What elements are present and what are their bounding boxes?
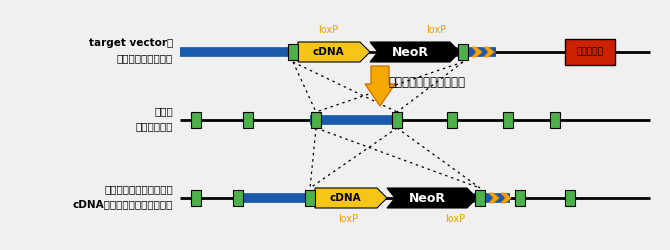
Bar <box>503 112 513 128</box>
Text: エレクトロポレーション: エレクトロポレーション <box>388 76 465 88</box>
Polygon shape <box>370 42 460 62</box>
Bar <box>550 112 560 128</box>
Polygon shape <box>315 188 387 208</box>
Bar <box>447 112 457 128</box>
Text: NeoR: NeoR <box>409 192 446 204</box>
Bar <box>233 190 243 206</box>
Bar <box>191 112 201 128</box>
Text: loxP: loxP <box>426 25 446 35</box>
Bar <box>565 39 615 65</box>
Bar <box>311 112 321 128</box>
Bar <box>475 190 485 206</box>
Text: cDNA: cDNA <box>312 47 344 57</box>
Polygon shape <box>489 193 499 203</box>
Text: 野生型: 野生型 <box>154 106 173 116</box>
Bar <box>565 190 575 206</box>
Text: NeoR: NeoR <box>391 46 429 59</box>
Bar <box>392 112 402 128</box>
Polygon shape <box>484 47 494 57</box>
Text: 制限処理して直鎖化: 制限処理して直鎖化 <box>117 53 173 63</box>
Bar <box>305 190 315 206</box>
Polygon shape <box>501 193 511 203</box>
Bar <box>243 112 253 128</box>
Text: 致死遺伝子: 致死遺伝子 <box>577 48 604 56</box>
Bar <box>515 190 525 206</box>
Text: loxP: loxP <box>318 25 338 35</box>
Text: マウスゲノム: マウスゲノム <box>135 121 173 131</box>
Polygon shape <box>387 188 477 208</box>
Polygon shape <box>365 66 395 106</box>
Bar <box>288 44 298 60</box>
Text: 薬剤耐性遺伝子と目的の: 薬剤耐性遺伝子と目的の <box>105 184 173 194</box>
Text: cDNA: cDNA <box>329 193 361 203</box>
Polygon shape <box>472 47 482 57</box>
Bar <box>458 44 468 60</box>
Text: loxP: loxP <box>445 214 465 224</box>
Text: target vectorを: target vectorを <box>88 38 173 48</box>
Text: cDNAがゲノム上に挿入された: cDNAがゲノム上に挿入された <box>72 199 173 209</box>
Bar <box>191 190 201 206</box>
Text: loxP: loxP <box>338 214 358 224</box>
Polygon shape <box>298 42 370 62</box>
